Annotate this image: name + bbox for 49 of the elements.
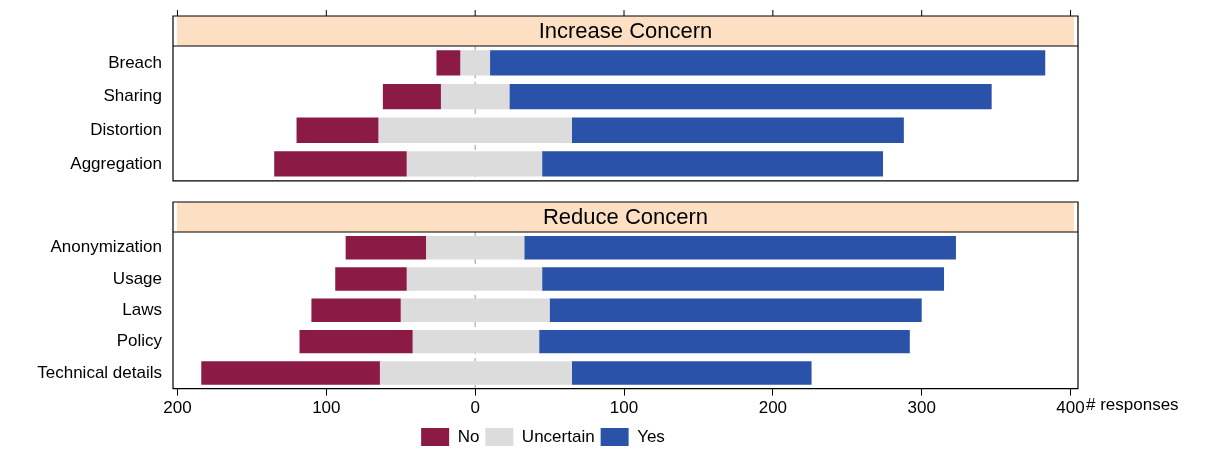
bar <box>490 50 1046 76</box>
x-axis-title: # responses <box>1086 394 1179 414</box>
bar <box>335 267 407 291</box>
y-tick-label: Usage <box>112 268 162 288</box>
x-tick-label: 200 <box>758 398 788 418</box>
legend-label: No <box>457 426 480 446</box>
bar <box>509 83 992 110</box>
bar <box>571 361 812 385</box>
bar <box>406 267 543 291</box>
bar <box>299 329 413 354</box>
y-tick-label: Distortion <box>90 119 162 139</box>
bar <box>345 235 427 260</box>
bar <box>400 298 550 323</box>
bar <box>549 298 922 323</box>
bar <box>379 361 572 385</box>
bar <box>311 298 401 323</box>
bar <box>382 83 441 110</box>
bar <box>378 117 572 143</box>
y-tick-label: Technical details <box>37 362 162 382</box>
bar <box>571 117 904 143</box>
legend-label: Uncertain <box>521 426 595 446</box>
x-tick-label: 100 <box>312 398 341 418</box>
bar <box>542 267 945 291</box>
bar <box>426 235 525 260</box>
y-tick-label: Sharing <box>103 86 162 106</box>
x-tick-label: 0 <box>470 398 480 418</box>
x-tick-label: 200 <box>163 398 192 418</box>
x-tick-label: 400 <box>1056 398 1085 418</box>
chart-title: Reduce Concern <box>542 204 709 230</box>
y-tick-label: Aggregation <box>70 153 162 173</box>
y-tick-label: Anonymization <box>50 237 162 257</box>
x-tick-label: 300 <box>907 398 936 418</box>
bar <box>542 151 884 177</box>
bar <box>412 329 540 354</box>
bar <box>440 83 510 110</box>
y-tick-label: Policy <box>116 331 163 351</box>
bar <box>406 151 543 177</box>
x-tick-label: 100 <box>609 398 639 418</box>
bar <box>436 50 461 76</box>
y-tick-label: Breach <box>108 52 162 72</box>
legend-label: Yes <box>637 426 665 446</box>
bar <box>460 50 491 76</box>
y-tick-label: Laws <box>122 299 162 319</box>
bar <box>539 329 910 354</box>
bar <box>296 117 379 143</box>
bar <box>201 361 380 385</box>
bar <box>274 151 407 177</box>
chart-title: Increase Concern <box>538 18 713 44</box>
bar <box>524 235 956 260</box>
